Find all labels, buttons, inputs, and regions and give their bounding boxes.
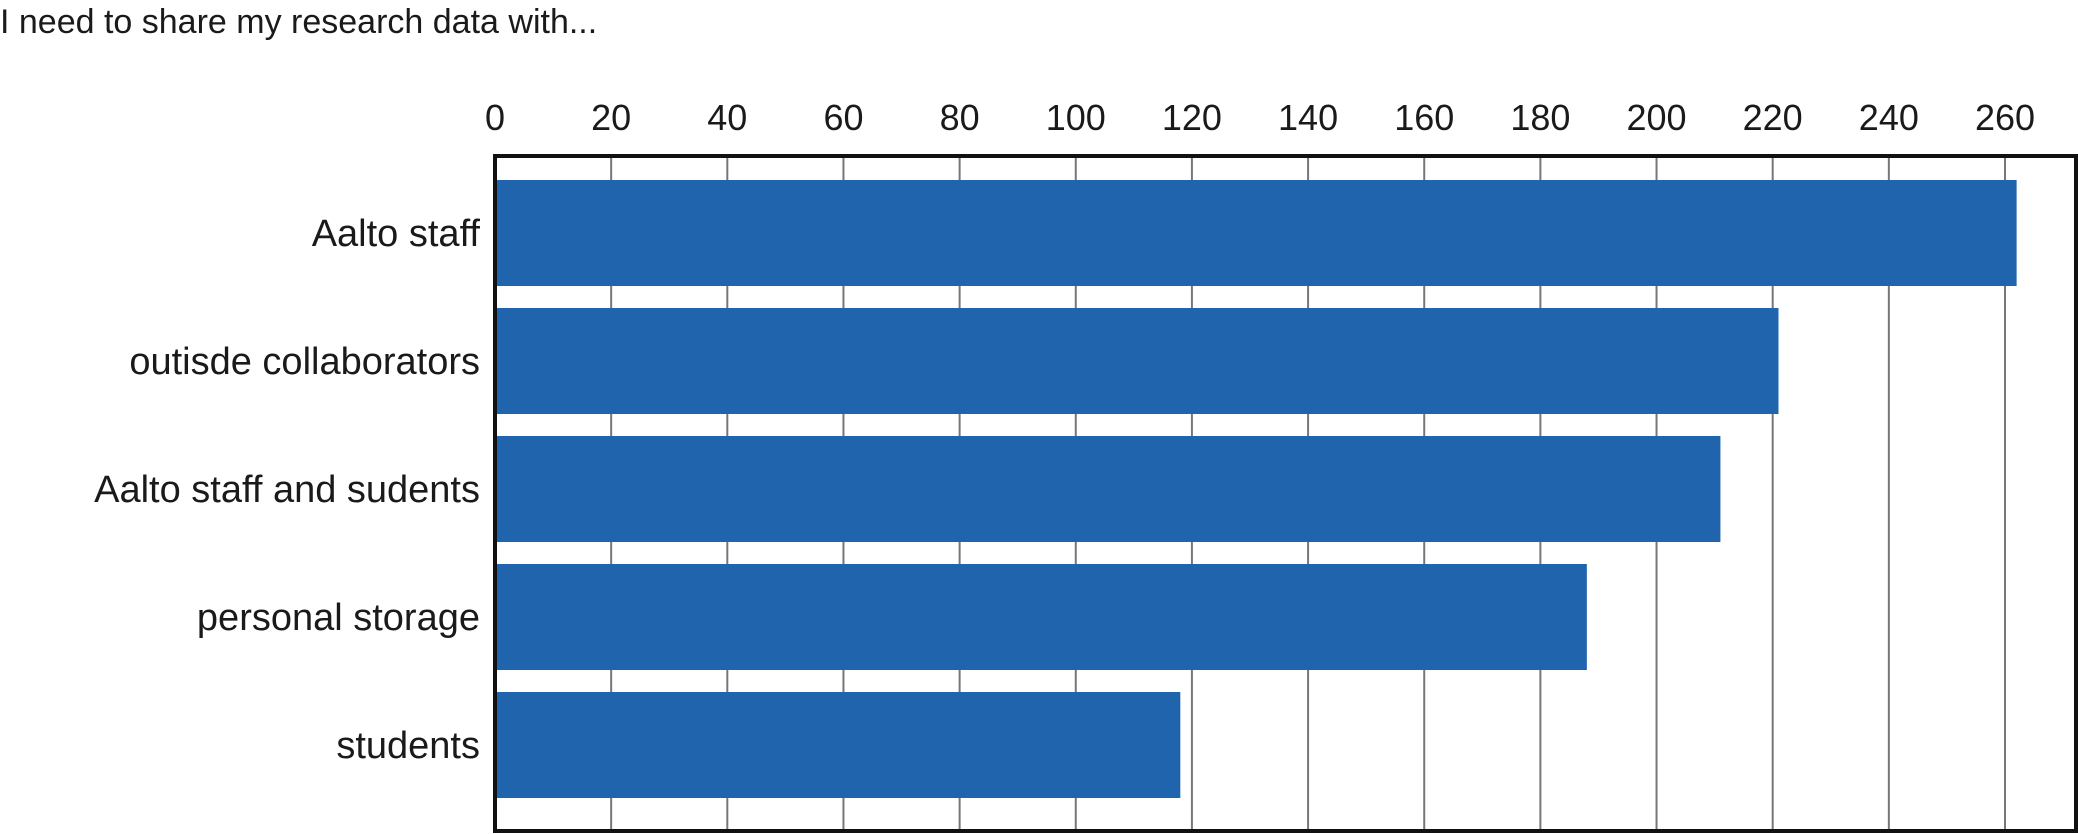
x-tick-label: 260 bbox=[1975, 97, 2035, 138]
chart-title: I need to share my research data with... bbox=[0, 3, 598, 41]
x-tick-label: 140 bbox=[1278, 97, 1338, 138]
x-tick-label: 80 bbox=[940, 97, 980, 138]
x-tick-label: 200 bbox=[1626, 97, 1686, 138]
bars bbox=[495, 180, 2017, 798]
x-tick-label: 60 bbox=[823, 97, 863, 138]
bar bbox=[495, 564, 1587, 670]
bar bbox=[495, 692, 1181, 798]
plot-frame bbox=[493, 154, 2078, 833]
x-tick-label: 160 bbox=[1394, 97, 1454, 138]
x-tick-label: 120 bbox=[1162, 97, 1222, 138]
x-tick-label: 0 bbox=[485, 97, 505, 138]
x-tick-label: 220 bbox=[1743, 97, 1803, 138]
bar bbox=[495, 436, 1721, 542]
x-tick-label: 20 bbox=[591, 97, 631, 138]
x-tick-label: 100 bbox=[1046, 97, 1106, 138]
x-tick-label: 180 bbox=[1510, 97, 1570, 138]
category-label: Aalto staff bbox=[312, 213, 481, 255]
category-labels: Aalto staff outisde collaborators Aalto st… bbox=[94, 213, 480, 767]
x-axis-ticks: 0 20 40 60 80 100 120 140 160 180 200 220 240 260 bbox=[485, 97, 2035, 138]
category-label: Aalto staff and sudents bbox=[94, 469, 480, 511]
bar bbox=[495, 308, 1779, 414]
category-label: personal storage bbox=[197, 597, 480, 639]
category-label: students bbox=[336, 725, 480, 767]
bar bbox=[495, 180, 2017, 286]
x-tick-label: 40 bbox=[707, 97, 747, 138]
category-label: outisde collaborators bbox=[129, 341, 480, 383]
x-tick-label: 240 bbox=[1859, 97, 1919, 138]
